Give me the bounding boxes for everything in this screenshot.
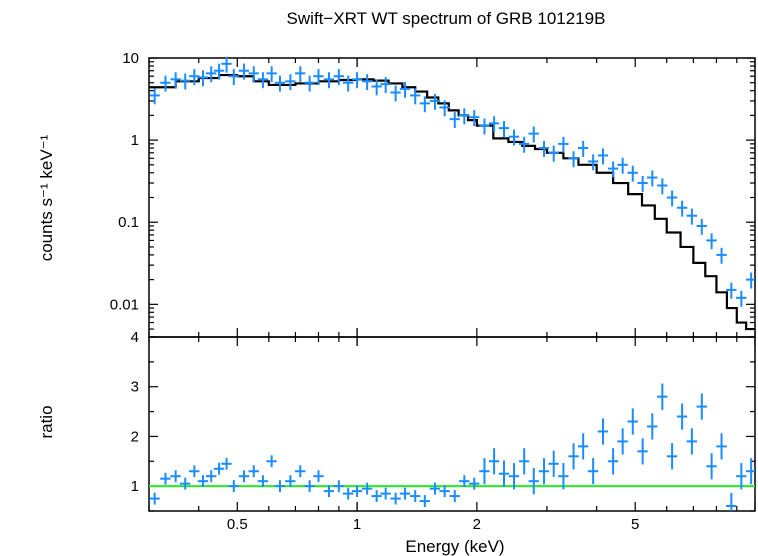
y-axis-label-counts: counts s⁻¹ keV⁻¹ xyxy=(37,134,56,261)
chart-title: Swift−XRT WT spectrum of GRB 101219B xyxy=(287,9,606,28)
x-tick-label: 1 xyxy=(353,516,361,533)
y-tick-label-bottom: 1 xyxy=(131,478,139,495)
x-tick-label: 5 xyxy=(631,516,639,533)
y-tick-label-bottom: 3 xyxy=(131,379,139,396)
y-tick-label-bottom: 2 xyxy=(131,428,139,445)
y-tick-label-top: 0.01 xyxy=(110,296,139,313)
y-tick-label-top: 1 xyxy=(131,132,139,149)
y-tick-label-bottom-max: 4 xyxy=(131,329,139,346)
y-axis-label-ratio: ratio xyxy=(37,405,56,438)
x-tick-label: 0.5 xyxy=(227,516,248,533)
y-tick-label-top: 0.1 xyxy=(118,214,139,231)
y-tick-label-top: 10 xyxy=(122,50,139,67)
top-panel-frame xyxy=(148,57,756,338)
x-tick-label: 2 xyxy=(473,516,481,533)
model-curve xyxy=(149,73,755,331)
x-axis-label: Energy (keV) xyxy=(405,537,504,556)
bottom-panel-frame xyxy=(148,336,756,512)
